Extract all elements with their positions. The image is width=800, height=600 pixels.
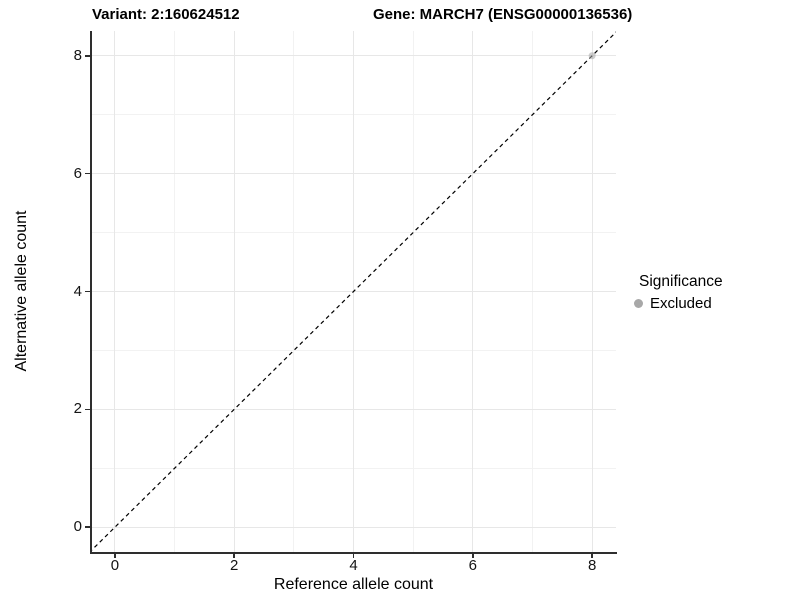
legend-title: Significance <box>639 273 723 290</box>
legend-item-label: Excluded <box>650 295 712 312</box>
y-axis-line <box>89 31 92 553</box>
x-tick-mark <box>114 553 116 558</box>
y-tick-mark <box>85 526 90 528</box>
gridline-y-major <box>91 408 616 410</box>
y-tick-label: 8 <box>73 46 82 64</box>
x-tick-label: 2 <box>230 557 239 574</box>
x-tick-mark <box>233 553 235 558</box>
y-tick-mark <box>85 290 90 293</box>
x-tick-label: 4 <box>349 557 358 574</box>
y-tick-label: 2 <box>73 400 82 418</box>
gene-title: Gene: MARCH7 (ENSG00000136536) <box>373 6 633 23</box>
legend-item: Excluded <box>634 296 723 311</box>
legend-items: Excluded <box>634 296 723 311</box>
x-tick-mark <box>472 553 474 558</box>
x-tick-label: 6 <box>468 557 477 574</box>
x-axis-title: Reference allele count <box>273 576 434 593</box>
x-tick-label: 0 <box>110 557 120 574</box>
plot-panel <box>91 31 616 552</box>
gridline-y-major <box>91 173 616 175</box>
y-axis-title: Alternative allele count <box>13 210 30 372</box>
legend: Significance Excluded <box>634 273 723 311</box>
identity-line <box>91 31 616 552</box>
variant-title: Variant: 2:160624512 <box>92 6 240 23</box>
x-tick-mark <box>591 553 593 558</box>
data-point-excluded <box>588 52 596 60</box>
y-tick-mark <box>85 408 90 411</box>
gridline-y-major <box>91 55 616 57</box>
x-tick-label: 8 <box>587 557 597 574</box>
y-tick-label: 0 <box>73 518 82 536</box>
plot-layer <box>91 31 616 552</box>
legend-key-dot <box>634 299 643 308</box>
y-tick-mark <box>85 55 90 57</box>
y-tick-label: 4 <box>73 282 82 300</box>
x-tick-mark <box>352 553 355 558</box>
y-tick-label: 6 <box>73 164 82 182</box>
y-tick-mark <box>85 172 90 175</box>
gridline-y-major <box>91 526 616 528</box>
x-axis-line <box>89 551 617 554</box>
